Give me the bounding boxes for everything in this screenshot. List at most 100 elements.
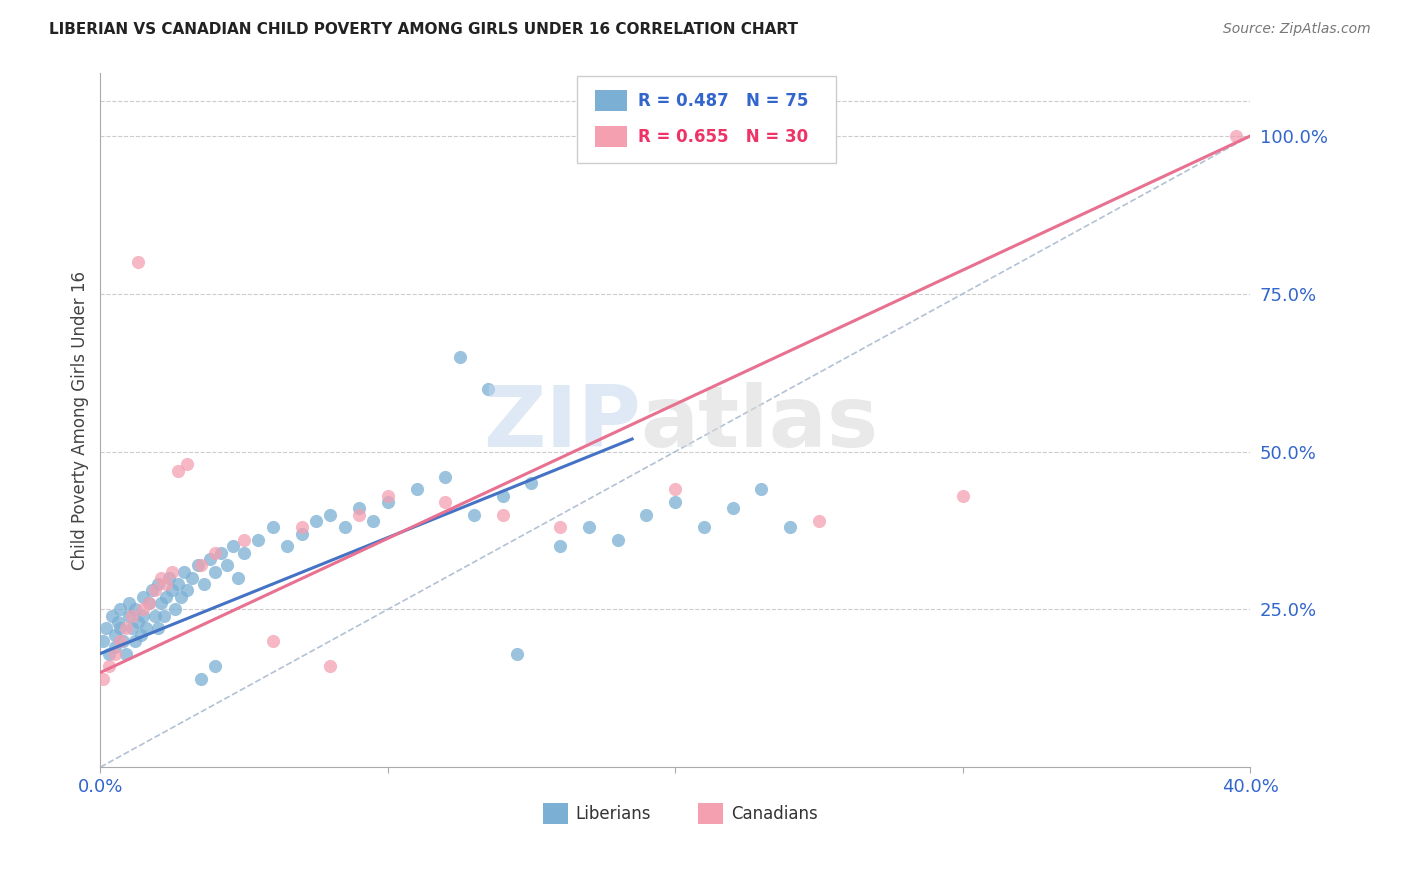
Liberians: [160, 583, 183, 598]
Liberians: [463, 508, 485, 522]
Liberians: [193, 577, 215, 591]
Canadians: [149, 571, 172, 585]
Canadians: [127, 255, 149, 269]
Canadians: [434, 495, 457, 509]
Liberians: [221, 539, 243, 553]
Liberians: [664, 495, 686, 509]
Liberians: [157, 571, 180, 585]
Liberians: [204, 565, 226, 579]
Canadians: [319, 659, 342, 673]
Liberians: [262, 520, 284, 534]
Text: ZIP: ZIP: [482, 382, 641, 465]
Canadians: [138, 596, 160, 610]
Text: LIBERIAN VS CANADIAN CHILD POVERTY AMONG GIRLS UNDER 16 CORRELATION CHART: LIBERIAN VS CANADIAN CHILD POVERTY AMONG…: [49, 22, 799, 37]
Liberians: [138, 596, 160, 610]
Canadians: [190, 558, 212, 573]
Liberians: [363, 514, 385, 528]
Liberians: [110, 621, 132, 635]
Liberians: [233, 546, 256, 560]
Liberians: [405, 483, 427, 497]
Liberians: [110, 602, 132, 616]
Canadians: [104, 647, 127, 661]
Liberians: [181, 571, 204, 585]
Liberians: [132, 590, 155, 604]
Liberians: [492, 489, 515, 503]
Liberians: [333, 520, 356, 534]
Canadians: [664, 483, 686, 497]
Liberians: [104, 627, 127, 641]
Liberians: [94, 621, 117, 635]
Liberians: [215, 558, 238, 573]
Bar: [543, 804, 568, 824]
Liberians: [167, 577, 190, 591]
Liberians: [779, 520, 801, 534]
Canadians: [91, 672, 114, 686]
Liberians: [104, 640, 127, 655]
Canadians: [233, 533, 256, 547]
Canadians: [347, 508, 370, 522]
Liberians: [118, 596, 141, 610]
Liberians: [434, 470, 457, 484]
Canadians: [1225, 129, 1247, 144]
Liberians: [146, 577, 169, 591]
Liberians: [347, 501, 370, 516]
Liberians: [118, 608, 141, 623]
Canadians: [110, 634, 132, 648]
Bar: [595, 90, 627, 112]
Liberians: [141, 583, 163, 598]
Liberians: [101, 608, 124, 623]
Canadians: [98, 659, 121, 673]
Canadians: [132, 602, 155, 616]
Liberians: [155, 590, 177, 604]
Liberians: [548, 539, 571, 553]
Liberians: [520, 476, 543, 491]
Liberians: [98, 647, 121, 661]
Canadians: [807, 514, 830, 528]
Liberians: [606, 533, 628, 547]
Canadians: [952, 489, 974, 503]
Liberians: [449, 350, 471, 364]
Liberians: [636, 508, 658, 522]
Canadians: [143, 583, 166, 598]
Canadians: [377, 489, 399, 503]
Liberians: [115, 647, 138, 661]
Liberians: [170, 590, 193, 604]
Liberians: [198, 552, 221, 566]
Liberians: [276, 539, 298, 553]
Liberians: [305, 514, 328, 528]
Liberians: [377, 495, 399, 509]
Liberians: [124, 634, 146, 648]
Liberians: [209, 546, 232, 560]
Liberians: [247, 533, 270, 547]
Canadians: [160, 565, 183, 579]
Y-axis label: Child Poverty Among Girls Under 16: Child Poverty Among Girls Under 16: [72, 270, 89, 570]
Text: Canadians: Canadians: [731, 805, 818, 822]
FancyBboxPatch shape: [578, 77, 837, 163]
Liberians: [132, 608, 155, 623]
Text: Source: ZipAtlas.com: Source: ZipAtlas.com: [1223, 22, 1371, 37]
Liberians: [693, 520, 716, 534]
Liberians: [319, 508, 342, 522]
Text: R = 0.487   N = 75: R = 0.487 N = 75: [638, 92, 808, 110]
Canadians: [204, 546, 226, 560]
Liberians: [165, 602, 187, 616]
Liberians: [187, 558, 209, 573]
Canadians: [121, 608, 143, 623]
Canadians: [290, 520, 312, 534]
Liberians: [149, 596, 172, 610]
Liberians: [176, 583, 198, 598]
Canadians: [492, 508, 515, 522]
Liberians: [107, 615, 129, 629]
Liberians: [190, 672, 212, 686]
Text: Liberians: Liberians: [575, 805, 651, 822]
Liberians: [751, 483, 773, 497]
Liberians: [477, 382, 499, 396]
Liberians: [143, 608, 166, 623]
Text: R = 0.655   N = 30: R = 0.655 N = 30: [638, 128, 808, 146]
Canadians: [176, 457, 198, 471]
Liberians: [135, 621, 157, 635]
Liberians: [721, 501, 744, 516]
Liberians: [204, 659, 226, 673]
Liberians: [506, 647, 529, 661]
Bar: [699, 804, 724, 824]
